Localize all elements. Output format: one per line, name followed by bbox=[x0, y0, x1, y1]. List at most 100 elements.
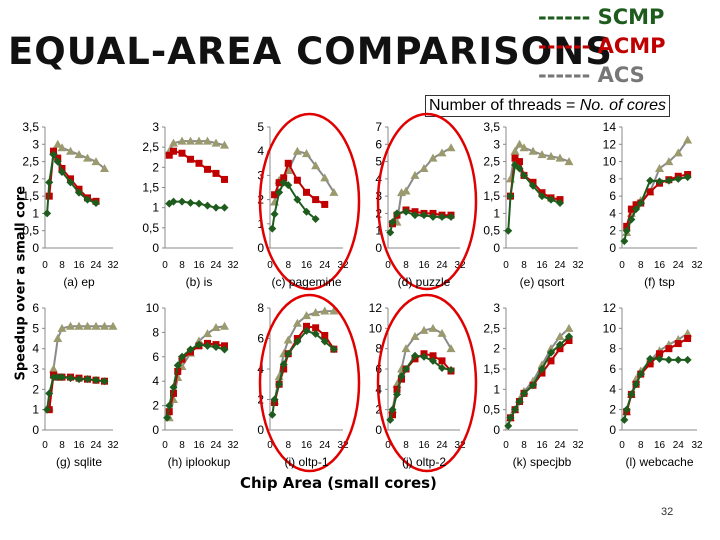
x-tick-label: 0 bbox=[385, 440, 391, 451]
point-acs bbox=[446, 143, 456, 152]
y-tick-label: 3,5 bbox=[22, 120, 39, 134]
point-scmp bbox=[504, 226, 513, 235]
point-acs bbox=[302, 149, 311, 158]
x-tick-label: 16 bbox=[418, 260, 430, 271]
point-acmp bbox=[511, 154, 519, 162]
series-line-scmp bbox=[166, 343, 225, 418]
point-scmp bbox=[169, 383, 178, 392]
point-scmp bbox=[520, 171, 528, 180]
point-acmp bbox=[429, 352, 437, 360]
point-acmp bbox=[623, 222, 631, 230]
point-scmp bbox=[438, 363, 446, 372]
y-tick-label: 1 bbox=[493, 206, 500, 220]
x-tick-label: 0 bbox=[619, 260, 625, 271]
point-acs bbox=[203, 136, 212, 145]
point-acs bbox=[515, 139, 524, 148]
y-tick-label: 1 bbox=[493, 382, 500, 396]
series-line-scmp bbox=[389, 354, 452, 421]
x-tick-label: 24 bbox=[554, 260, 566, 271]
point-scmp bbox=[664, 176, 673, 185]
point-scmp bbox=[529, 181, 537, 190]
point-acs bbox=[673, 148, 683, 157]
point-scmp bbox=[447, 366, 455, 375]
point-acs bbox=[519, 143, 529, 152]
point-scmp bbox=[75, 375, 83, 384]
point-acs bbox=[329, 187, 339, 196]
series-line-scmp bbox=[46, 376, 105, 410]
y-tick-label: 1,5 bbox=[22, 189, 39, 203]
point-acs bbox=[437, 328, 447, 337]
point-acmp bbox=[280, 365, 288, 373]
point-scmp bbox=[556, 340, 564, 349]
point-acs bbox=[49, 364, 58, 373]
point-scmp bbox=[302, 326, 311, 335]
y-tick-label: 0 bbox=[257, 423, 264, 437]
highlight-ellipse bbox=[376, 293, 478, 473]
point-acs bbox=[292, 318, 302, 327]
y-tick-label: 4 bbox=[609, 382, 616, 396]
y-tick-label: 3 bbox=[493, 301, 500, 315]
point-acs bbox=[186, 136, 195, 145]
x-tick-label: 24 bbox=[210, 260, 222, 271]
point-acmp bbox=[187, 155, 194, 163]
y-tick-label: 3 bbox=[493, 137, 500, 151]
point-scmp bbox=[386, 228, 395, 237]
point-scmp bbox=[622, 405, 631, 414]
point-acs bbox=[91, 157, 101, 166]
y-tick-label: 2,5 bbox=[483, 155, 500, 169]
y-tick-label: 1,5 bbox=[142, 181, 159, 195]
point-acmp bbox=[195, 159, 203, 167]
x-tick-label: 0 bbox=[503, 440, 509, 451]
x-tick-label: 8 bbox=[179, 260, 185, 271]
highlight-ellipse bbox=[258, 112, 361, 291]
point-acmp bbox=[280, 174, 288, 182]
x-tick-label: 16 bbox=[301, 260, 313, 271]
point-acmp bbox=[204, 165, 211, 173]
point-acs bbox=[83, 321, 92, 330]
point-acmp bbox=[174, 367, 182, 375]
y-tick-label: 0,5 bbox=[483, 224, 500, 238]
x-tick-label: 16 bbox=[418, 440, 430, 451]
point-acs bbox=[74, 150, 84, 159]
point-acmp bbox=[547, 357, 555, 365]
y-tick-label: 8 bbox=[375, 342, 382, 356]
x-tick-label: 16 bbox=[193, 440, 205, 451]
point-acs bbox=[100, 321, 109, 330]
y-tick-label: 4 bbox=[152, 374, 159, 388]
point-scmp bbox=[547, 348, 555, 357]
y-tick-label: 12 bbox=[603, 137, 617, 151]
y-tick-label: 8 bbox=[609, 342, 616, 356]
point-acmp bbox=[516, 158, 523, 166]
y-tick-label: 3 bbox=[152, 120, 159, 134]
legend-acs: ------ ACS bbox=[538, 63, 645, 87]
point-scmp bbox=[402, 365, 410, 373]
y-tick-label: 6 bbox=[609, 189, 616, 203]
point-acs bbox=[220, 140, 229, 149]
x-tick-label: 8 bbox=[403, 260, 409, 271]
point-acs bbox=[329, 306, 339, 315]
panel-title: (f) tsp bbox=[644, 275, 675, 289]
x-tick-label: 0 bbox=[503, 260, 509, 271]
point-scmp bbox=[268, 224, 277, 233]
point-scmp bbox=[529, 381, 537, 390]
y-tick-label: 14 bbox=[603, 120, 617, 134]
y-tick-label: 2 bbox=[375, 403, 382, 417]
point-acs bbox=[220, 321, 229, 330]
point-scmp bbox=[203, 341, 212, 350]
legend-acs-dash: ------ bbox=[538, 63, 591, 87]
x-tick-label: 16 bbox=[536, 260, 548, 271]
point-scmp bbox=[393, 390, 401, 399]
panel-title: (b) is bbox=[186, 275, 213, 289]
y-tick-label: 8 bbox=[257, 301, 264, 315]
x-tick-label: 24 bbox=[319, 260, 331, 271]
point-acmp bbox=[538, 369, 546, 377]
x-tick-label: 8 bbox=[638, 260, 644, 271]
point-scmp bbox=[420, 352, 428, 361]
y-tick-label: 2 bbox=[32, 382, 39, 396]
point-scmp bbox=[284, 181, 293, 190]
point-scmp bbox=[268, 410, 277, 419]
point-acs bbox=[320, 173, 330, 182]
point-scmp bbox=[169, 197, 178, 206]
